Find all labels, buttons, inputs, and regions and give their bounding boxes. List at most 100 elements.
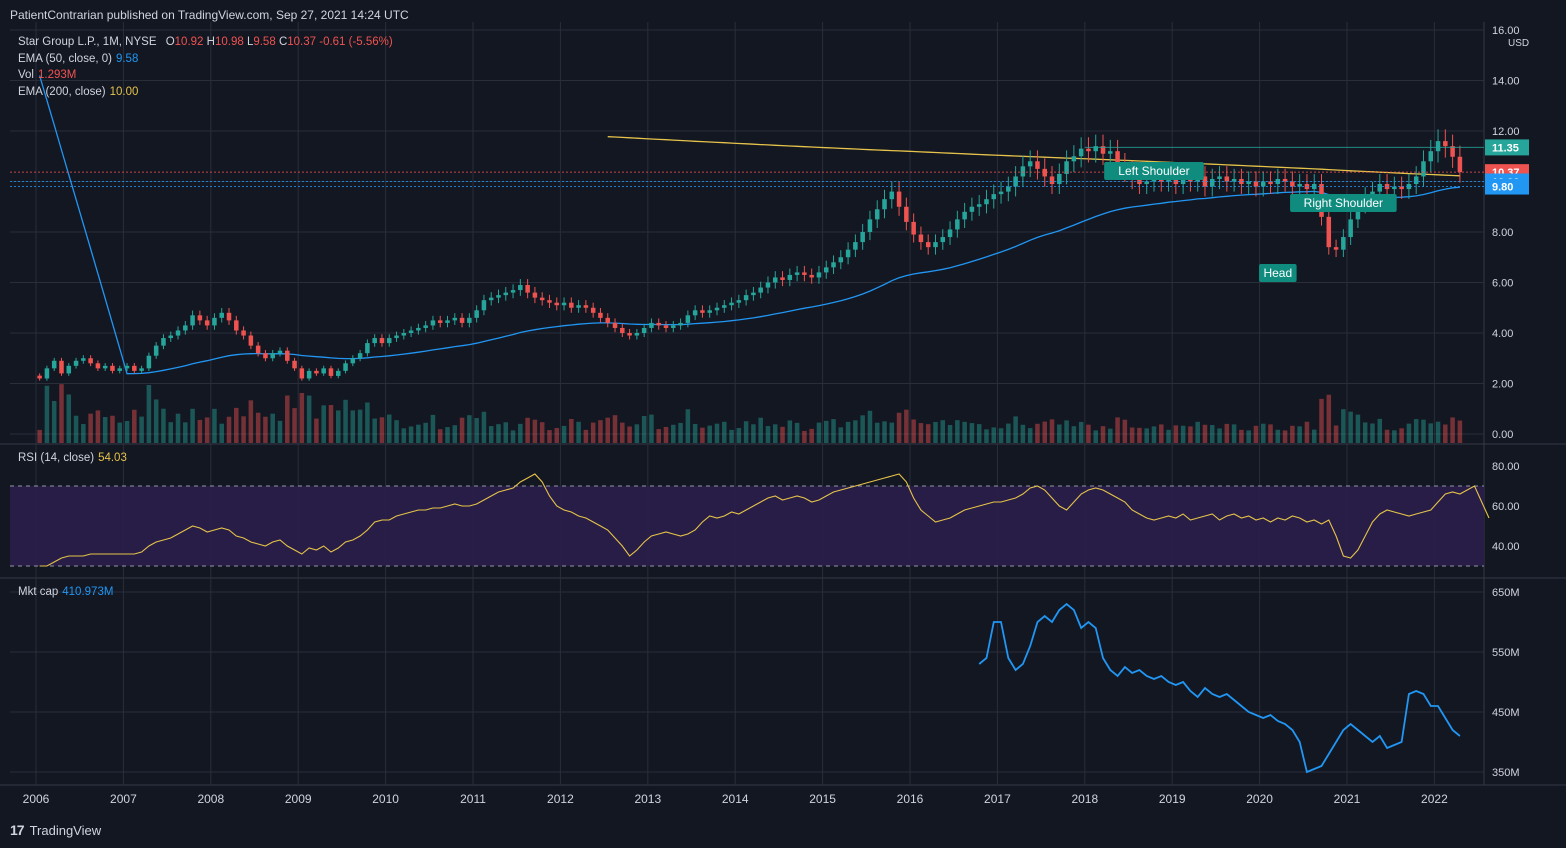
- volume-bar: [321, 405, 326, 443]
- volume-bar: [539, 422, 545, 443]
- candle-body: [1428, 151, 1434, 162]
- candle-body: [146, 355, 152, 369]
- volume-bar: [998, 428, 1004, 443]
- candle-body: [1333, 247, 1339, 250]
- candle-body: [1210, 178, 1215, 187]
- candle-body: [780, 277, 785, 280]
- volume-bar: [1377, 418, 1383, 443]
- candle-body: [889, 191, 895, 200]
- volume-bar: [794, 422, 800, 443]
- volume-bar: [678, 422, 683, 443]
- volume-bar: [44, 385, 50, 443]
- candle-body: [467, 317, 472, 323]
- volume-bar: [612, 415, 618, 443]
- candle-body: [226, 312, 232, 321]
- volume-bar: [1239, 429, 1244, 443]
- candle-body: [437, 320, 443, 323]
- volume-bar: [1268, 424, 1273, 443]
- volume-bar: [1413, 419, 1419, 443]
- candle-body: [984, 199, 989, 205]
- candle-body: [809, 274, 814, 278]
- candle-body: [641, 327, 647, 333]
- annotation-box: [1290, 194, 1397, 212]
- volume-bar: [649, 414, 654, 443]
- volume-bar: [336, 410, 341, 443]
- candle-body: [1421, 161, 1426, 177]
- candle-body: [590, 307, 596, 313]
- candle-body: [663, 325, 669, 328]
- x-tick-label: 2020: [1246, 792, 1273, 806]
- volume-bar: [1231, 424, 1237, 443]
- volume-bar: [1304, 421, 1310, 443]
- candle-body: [161, 338, 166, 346]
- volume-bar: [773, 424, 778, 443]
- candle-body: [1253, 181, 1259, 187]
- volume-bar: [277, 420, 283, 443]
- candle-body: [1392, 186, 1397, 190]
- volume-bar: [561, 425, 567, 443]
- candle-body: [88, 358, 93, 364]
- price-axis-badge-text: 11.35: [1492, 142, 1519, 154]
- volume-bar: [525, 417, 530, 443]
- x-tick-label: 2021: [1334, 792, 1361, 806]
- volume-bar: [991, 427, 997, 443]
- candle-body: [1231, 178, 1237, 182]
- volume-bar: [1188, 426, 1193, 443]
- candle-body: [1457, 156, 1463, 173]
- candle-body: [430, 320, 436, 326]
- candle-body: [59, 360, 64, 374]
- volume-bar: [314, 418, 319, 443]
- volume-bar: [1202, 424, 1208, 443]
- volume-bar: [510, 430, 516, 443]
- rsi-line: [39, 473, 1490, 567]
- volume-bar: [743, 421, 749, 443]
- volume-bar: [81, 424, 86, 443]
- x-tick-label: 2013: [634, 792, 661, 806]
- candle-body: [175, 330, 181, 336]
- volume-bar: [372, 418, 377, 443]
- volume-bar: [1297, 426, 1302, 443]
- candle-body: [510, 290, 516, 293]
- price-tick-label: 14.00: [1492, 76, 1520, 88]
- candle-body: [1071, 156, 1077, 162]
- candle-body: [612, 322, 618, 328]
- candle-body: [292, 360, 297, 369]
- volume-bar: [1348, 411, 1353, 443]
- legend-ema200: EMA (200, close) 10.00: [18, 86, 139, 98]
- candle-body: [1399, 186, 1404, 190]
- candle-body: [277, 350, 283, 354]
- volume-bar: [816, 422, 822, 443]
- candle-body: [37, 375, 42, 379]
- volume-bar: [663, 426, 669, 443]
- volume-bar: [459, 417, 465, 443]
- volume-bar: [1260, 423, 1266, 443]
- x-tick-label: 2006: [23, 792, 50, 806]
- volume-bar: [780, 426, 785, 443]
- volume-bar: [1370, 423, 1375, 443]
- volume-bar: [328, 405, 334, 443]
- volume-bar: [1406, 423, 1412, 443]
- candle-body: [263, 353, 268, 359]
- tradingview-logo[interactable]: 17 TradingView: [10, 822, 102, 838]
- legend-symbol-name: Star Group L.P., 1M, NYSE: [18, 36, 157, 48]
- annotation-box: [1259, 264, 1297, 282]
- tradingview-logo-icon: 17: [10, 822, 25, 838]
- volume-bar: [1144, 428, 1149, 443]
- volume-bar: [1042, 421, 1047, 443]
- volume-bar: [51, 401, 57, 443]
- candle-body: [1406, 184, 1412, 190]
- volume-bar: [285, 395, 290, 443]
- candle-body: [620, 327, 625, 333]
- candle-body: [1413, 176, 1419, 185]
- candle-body: [547, 300, 552, 303]
- volume-bar: [1450, 417, 1455, 443]
- volume-bar: [204, 417, 210, 443]
- volume-bar: [809, 428, 814, 443]
- volume-bar: [547, 430, 552, 443]
- candle-body: [328, 368, 334, 376]
- candle-body: [1341, 237, 1346, 250]
- volume-bar: [860, 415, 865, 443]
- volume-bar: [518, 423, 523, 443]
- candle-body: [386, 338, 392, 344]
- candle-body: [197, 315, 203, 321]
